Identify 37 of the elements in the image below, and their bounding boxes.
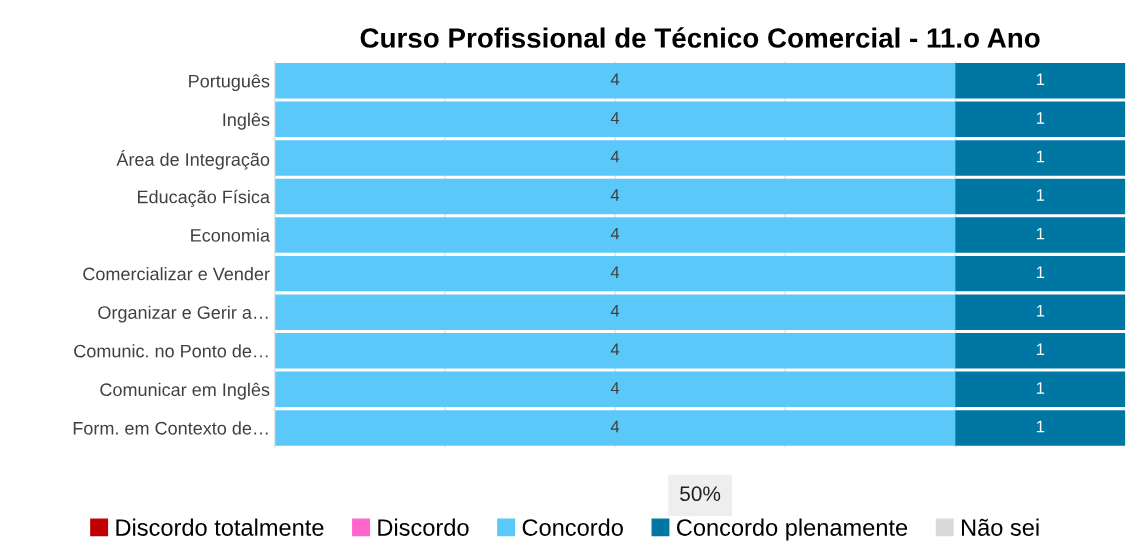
data-label: 1 [1036,266,1045,278]
y-tick-label: Inglês [223,112,270,130]
y-tick-label: Área de Integração [116,150,270,170]
data-label: 1 [1036,189,1045,201]
text: 50% [680,486,721,502]
data-label: 4 [610,382,620,394]
data-label: 4 [610,73,620,86]
data-label: 1 [1036,227,1045,240]
data-label: 1 [1036,305,1045,317]
data-label: 1 [1036,420,1045,433]
data-label: 4 [610,112,620,124]
data-label: 4 [610,343,620,356]
y-tick-label: Português [189,74,270,92]
y-tick-label: Economia [191,228,270,242]
legend-label: Discordo [378,518,469,536]
data-label: 4 [610,420,620,433]
chart-title: Curso Profissional de Técnico Comercial - 11.o Ano [360,27,1040,48]
legend-label: Concordo [522,518,623,536]
y-tick-label: Comunic. no Ponto de… [74,344,268,358]
legend-label: Discordo totalmente [116,518,324,536]
data-label: 4 [610,150,620,163]
y-tick-label: Form. em Contexto de… [73,421,268,435]
y-tick-label: Educação Física [137,189,270,207]
data-label: 4 [610,189,620,201]
data-label: 4 [610,227,620,240]
legend-label: Não sei [962,518,1039,536]
y-tick-label: Organizar e Gerir a… [98,305,268,323]
data-label: 1 [1036,112,1045,124]
data-label: 4 [610,266,620,278]
legend-label: Concordo plenamente [677,518,908,541]
data-label: 1 [1036,343,1045,356]
y-tick-label: Comercializar e Vender [83,267,270,281]
data-label: 1 [1036,73,1045,86]
data-label: 4 [610,305,620,317]
data-label: 1 [1036,150,1045,163]
y-tick-label: Comunicar em Inglês [100,382,270,400]
data-label: 1 [1036,382,1045,394]
